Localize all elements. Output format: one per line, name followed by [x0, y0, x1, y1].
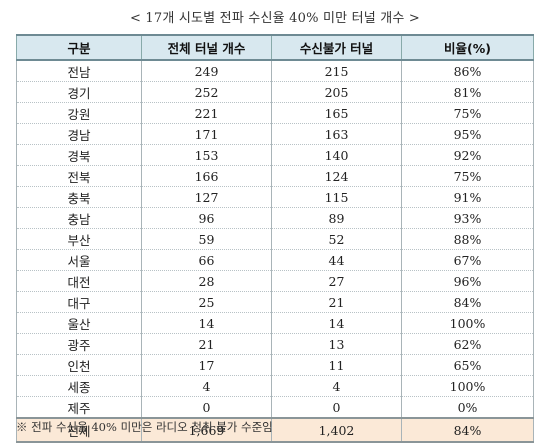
ratio-cell: 91% [401, 186, 534, 208]
total-row: 전체 1,669 1,402 84% [16, 417, 534, 443]
ratio-cell: 81% [401, 81, 534, 103]
no-reception-cell: 215 [271, 60, 402, 82]
table-row: 대구 25 21 84% [16, 291, 534, 313]
header-row: 구분 전체 터널 개수 수신불가 터널 비율(%) [16, 34, 534, 61]
table-row: 제주 0 0 0% [16, 396, 534, 419]
table-row: 충북 127 115 91% [16, 186, 534, 208]
header-total-tunnels: 전체 터널 개수 [141, 34, 272, 61]
total-cell: 28 [141, 270, 272, 292]
total-cell: 221 [141, 102, 272, 124]
table-row: 광주 21 13 62% [16, 333, 534, 355]
table-row: 강원 221 165 75% [16, 102, 534, 124]
region-cell: 경남 [16, 123, 142, 145]
header-ratio: 비율(%) [401, 34, 534, 61]
table-row: 부산 59 52 88% [16, 228, 534, 250]
total-no-reception-cell: 1,402 [271, 417, 402, 443]
table-row: 경남 171 163 95% [16, 123, 534, 145]
region-cell: 전남 [16, 60, 142, 82]
ratio-cell: 96% [401, 270, 534, 292]
table-row: 울산 14 14 100% [16, 312, 534, 334]
total-cell: 0 [141, 396, 272, 419]
no-reception-cell: 4 [271, 375, 402, 397]
total-cell: 59 [141, 228, 272, 250]
total-ratio-cell: 84% [401, 417, 534, 443]
ratio-cell: 92% [401, 144, 534, 166]
total-cell: 4 [141, 375, 272, 397]
total-cell: 96 [141, 207, 272, 229]
region-cell: 강원 [16, 102, 142, 124]
no-reception-cell: 21 [271, 291, 402, 313]
header-region: 구분 [16, 34, 142, 61]
header-no-reception: 수신불가 터널 [271, 34, 402, 61]
table-row: 경기 252 205 81% [16, 81, 534, 103]
ratio-cell: 62% [401, 333, 534, 355]
no-reception-cell: 27 [271, 270, 402, 292]
total-cell: 25 [141, 291, 272, 313]
total-region-cell: 전체 [16, 417, 142, 443]
no-reception-cell: 165 [271, 102, 402, 124]
ratio-cell: 100% [401, 312, 534, 334]
ratio-cell: 0% [401, 396, 534, 419]
ratio-cell: 65% [401, 354, 534, 376]
region-cell: 경북 [16, 144, 142, 166]
region-cell: 부산 [16, 228, 142, 250]
ratio-cell: 93% [401, 207, 534, 229]
total-cell: 166 [141, 165, 272, 187]
table-row: 충남 96 89 93% [16, 207, 534, 229]
table-row: 경북 153 140 92% [16, 144, 534, 166]
ratio-cell: 86% [401, 60, 534, 82]
no-reception-cell: 44 [271, 249, 402, 271]
no-reception-cell: 13 [271, 333, 402, 355]
table-body: 전남 249 215 86% 경기 252 205 81% 강원 221 165 75% 경남 171 16… [16, 60, 534, 443]
region-cell: 인천 [16, 354, 142, 376]
ratio-cell: 88% [401, 228, 534, 250]
total-cell: 249 [141, 60, 272, 82]
region-cell: 대구 [16, 291, 142, 313]
table-title: < 17개 시도별 전파 수신율 40% 미만 터널 개수 > [129, 11, 420, 26]
no-reception-cell: 115 [271, 186, 402, 208]
no-reception-cell: 0 [271, 396, 402, 419]
no-reception-cell: 124 [271, 165, 402, 187]
region-cell: 세종 [16, 375, 142, 397]
table-row: 전남 249 215 86% [16, 60, 534, 82]
region-cell: 대전 [16, 270, 142, 292]
ratio-cell: 95% [401, 123, 534, 145]
footnote: ※ 전파 수신율 40% 미만은 라디오 청취 불가 수준임 [16, 420, 273, 434]
no-reception-cell: 52 [271, 228, 402, 250]
no-reception-cell: 11 [271, 354, 402, 376]
ratio-cell: 100% [401, 375, 534, 397]
no-reception-cell: 163 [271, 123, 402, 145]
region-cell: 경기 [16, 81, 142, 103]
total-cell: 252 [141, 81, 272, 103]
table-row: 대전 28 27 96% [16, 270, 534, 292]
ratio-cell: 84% [401, 291, 534, 313]
table-row: 전북 166 124 75% [16, 165, 534, 187]
no-reception-cell: 14 [271, 312, 402, 334]
region-cell: 충북 [16, 186, 142, 208]
table-row: 인천 17 11 65% [16, 354, 534, 376]
total-cell: 17 [141, 354, 272, 376]
total-cell: 171 [141, 123, 272, 145]
total-cell: 66 [141, 249, 272, 271]
tunnel-table: 구분 전체 터널 개수 수신불가 터널 비율(%) 전남 249 215 86% 경기 2… [16, 34, 534, 443]
total-cell: 153 [141, 144, 272, 166]
table-row: 서울 66 44 67% [16, 249, 534, 271]
region-cell: 울산 [16, 312, 142, 334]
no-reception-cell: 89 [271, 207, 402, 229]
ratio-cell: 67% [401, 249, 534, 271]
region-cell: 제주 [16, 396, 142, 419]
total-cell: 127 [141, 186, 272, 208]
no-reception-cell: 205 [271, 81, 402, 103]
total-cell: 21 [141, 333, 272, 355]
ratio-cell: 75% [401, 102, 534, 124]
region-cell: 광주 [16, 333, 142, 355]
region-cell: 서울 [16, 249, 142, 271]
ratio-cell: 75% [401, 165, 534, 187]
region-cell: 충남 [16, 207, 142, 229]
table-row: 세종 4 4 100% [16, 375, 534, 397]
no-reception-cell: 140 [271, 144, 402, 166]
region-cell: 전북 [16, 165, 142, 187]
total-cell: 14 [141, 312, 272, 334]
